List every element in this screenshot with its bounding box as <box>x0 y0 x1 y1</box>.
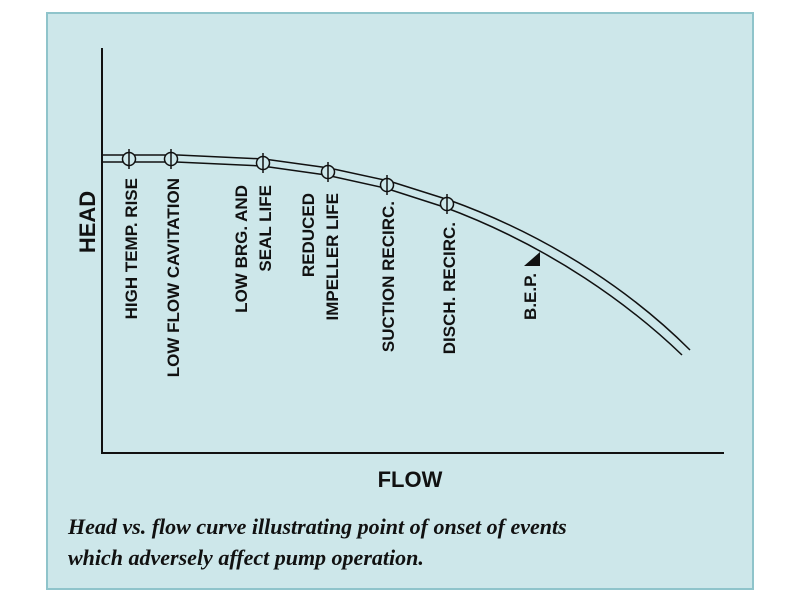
bep-label: B.E.P. <box>521 273 540 320</box>
event-markers <box>121 149 455 214</box>
y-axis-label: HEAD <box>75 191 100 253</box>
event-marker <box>320 162 336 182</box>
event-label-reduced-line2: IMPELLER LIFE <box>323 193 342 321</box>
event-label-disch-recirc: DISCH. RECIRC. <box>440 222 459 354</box>
event-marker <box>255 153 271 173</box>
caption-line-2: which adversely affect pump operation. <box>68 545 424 570</box>
event-label-low-brg-line1: LOW BRG. AND <box>232 185 251 313</box>
event-marker <box>379 175 395 195</box>
event-marker <box>439 194 455 214</box>
event-marker <box>163 149 179 169</box>
event-label-high-temp-rise: HIGH TEMP. RISE <box>122 178 141 319</box>
event-marker <box>121 149 137 169</box>
x-axis-label: FLOW <box>378 467 443 492</box>
event-label-suction-recirc: SUCTION RECIRC. <box>379 201 398 352</box>
event-label-reduced-line1: REDUCED <box>299 193 318 277</box>
event-label-low-flow-cavitation: LOW FLOW CAVITATION <box>164 178 183 377</box>
event-label-low-brg-line2: SEAL LIFE <box>256 185 275 272</box>
figure-panel <box>46 12 754 590</box>
triangle-marker-icon <box>524 252 540 266</box>
caption-line-1: Head vs. flow curve illustrating point o… <box>67 514 567 539</box>
